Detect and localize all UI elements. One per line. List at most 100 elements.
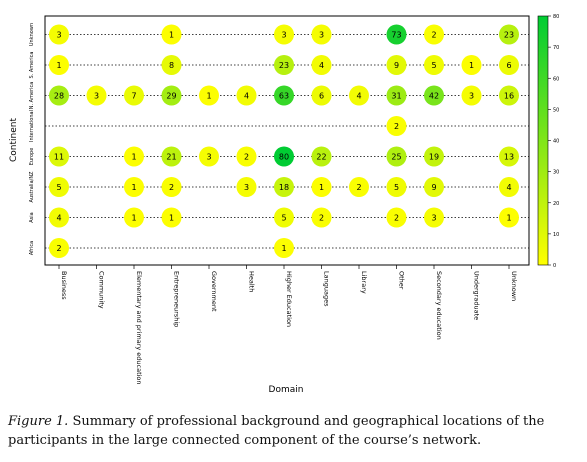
data-point: 19 [424,146,444,167]
data-point: 29 [161,85,182,106]
data-point-marker [161,177,182,197]
data-point-label: 5 [56,183,61,192]
data-point-marker [424,146,444,167]
data-point-label: 31 [391,92,401,101]
figure-label: Figure 1. [8,414,69,429]
data-point-marker [124,177,144,197]
data-point: 1 [161,24,182,45]
data-point-marker [499,146,519,167]
data-point-marker [236,85,257,106]
colorbar-tick-label: 10 [553,232,559,238]
data-point: 9 [424,177,444,197]
data-point: 21 [161,146,182,167]
data-point: 5 [274,207,294,228]
data-point-marker [274,24,294,45]
data-point-marker [424,85,444,106]
data-point: 8 [161,55,182,75]
data-point-marker [386,85,407,106]
data-point: 80 [274,146,294,167]
colorbar [537,15,549,266]
data-point-label: 1 [169,31,174,40]
data-point-label: 1 [469,61,474,70]
data-point-label: 16 [504,92,514,101]
data-point: 3 [461,85,482,106]
data-point: 5 [424,55,444,75]
data-point: 2 [311,207,332,228]
data-point-label: 1 [131,183,136,192]
data-point-label: 25 [391,153,401,162]
data-point: 18 [274,177,294,197]
data-point-label: 2 [169,183,174,192]
data-point-label: 63 [279,92,289,101]
data-point-label: 1 [131,214,136,223]
data-point-marker [199,85,219,106]
data-point: 6 [311,85,332,106]
data-point: 5 [386,177,407,197]
data-point: 3 [199,146,219,167]
x-tick-label: Library [360,271,368,294]
data-point-label: 29 [166,92,176,101]
colorbar-ticks: 0 10 20 30 40 50 60 70 80 [548,14,559,269]
data-point-marker [386,146,407,167]
data-point-marker [424,55,444,75]
x-axis-label: Domain [269,385,304,395]
data-point-marker [386,116,407,136]
data-point-marker [161,85,182,106]
data-point-marker [49,207,69,228]
data-point-label: 1 [56,61,61,70]
colorbar-tick-label: 60 [553,76,559,82]
data-point-label: 80 [279,153,289,162]
x-tick-label: Unknown [510,271,518,301]
data-point: 2 [236,146,257,167]
data-point-marker [424,24,444,45]
data-point: 4 [349,85,369,106]
data-point-marker [49,55,69,75]
data-point-marker [161,24,182,45]
data-point-marker [49,238,69,258]
x-tick-labels: Business Community Elementary and primary … [60,271,518,385]
data-point: 22 [311,146,332,167]
data-point: 9 [386,55,407,75]
data-point-marker [161,146,182,167]
data-point-marker [236,146,257,167]
data-point: 4 [236,85,257,106]
data-point: 1 [274,238,294,258]
data-point-label: 9 [431,183,436,192]
data-point-label: 6 [506,61,511,70]
data-point-marker [274,177,294,197]
data-point: 2 [161,177,182,197]
data-point: 3 [236,177,257,197]
x-tick-label: Government [210,271,218,312]
data-point: 3 [311,24,332,45]
data-point-label: 23 [504,31,514,40]
data-point: 23 [499,24,519,45]
x-tick-label: Undergraduate [473,271,481,320]
data-point: 63 [274,85,294,106]
data-point-label: 21 [166,153,176,162]
colorbar-tick-label: 20 [553,201,559,207]
data-point-marker [311,55,332,75]
data-point-label: 1 [281,244,286,253]
data-point: 2 [349,177,369,197]
data-point-marker [311,85,332,106]
x-tick-label: Entrepreneurship [173,271,181,327]
y-tick-label: S. America [29,52,35,79]
data-point-marker [499,85,519,106]
plot-area [44,15,530,266]
data-point-label: 5 [431,61,436,70]
data-point-label: 4 [244,92,249,101]
data-point-marker [124,85,144,106]
data-point: 4 [311,55,332,75]
data-point-marker [49,177,69,197]
data-point: 1 [461,55,482,75]
y-tick-labels: Africa Asia Australia/NZ Europe Internationa… [29,23,35,255]
data-point: 2 [424,24,444,45]
data-point-marker [274,85,294,106]
y-tick-label: International [29,110,35,142]
x-tick-label: Secondary education [435,271,443,340]
data-point-label: 1 [506,214,511,223]
data-point-marker [461,85,482,106]
data-point-marker [349,177,369,197]
data-point-marker [86,85,107,106]
data-point: 6 [499,55,519,75]
